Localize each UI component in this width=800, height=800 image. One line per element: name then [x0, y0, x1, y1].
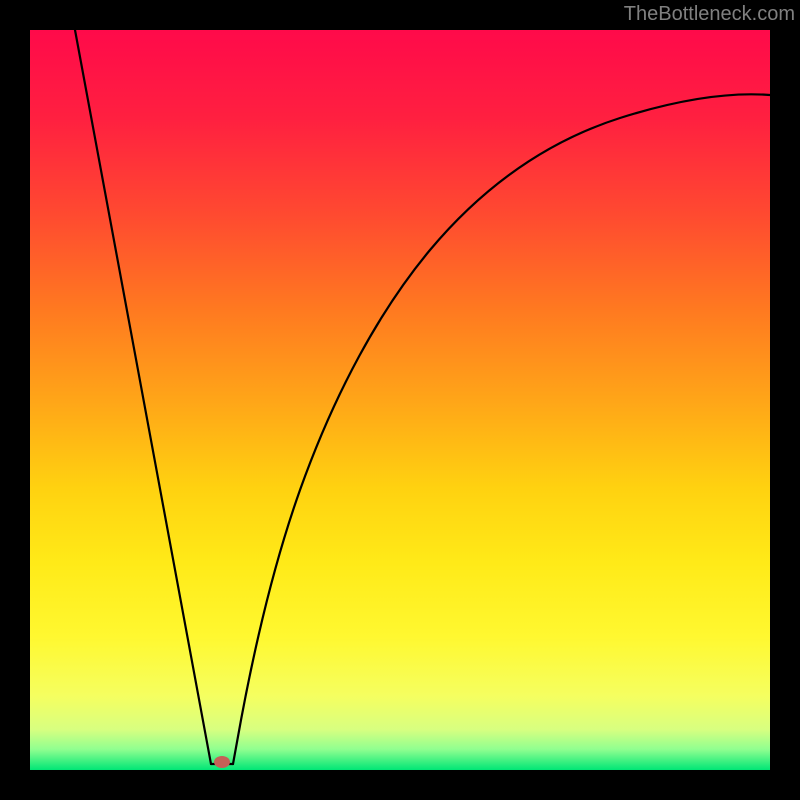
plot-area: [30, 30, 770, 770]
optimum-marker: [214, 756, 230, 768]
watermark-label: TheBottleneck.com: [624, 3, 795, 25]
bottleneck-chart: TheBottleneck.com: [0, 0, 800, 800]
